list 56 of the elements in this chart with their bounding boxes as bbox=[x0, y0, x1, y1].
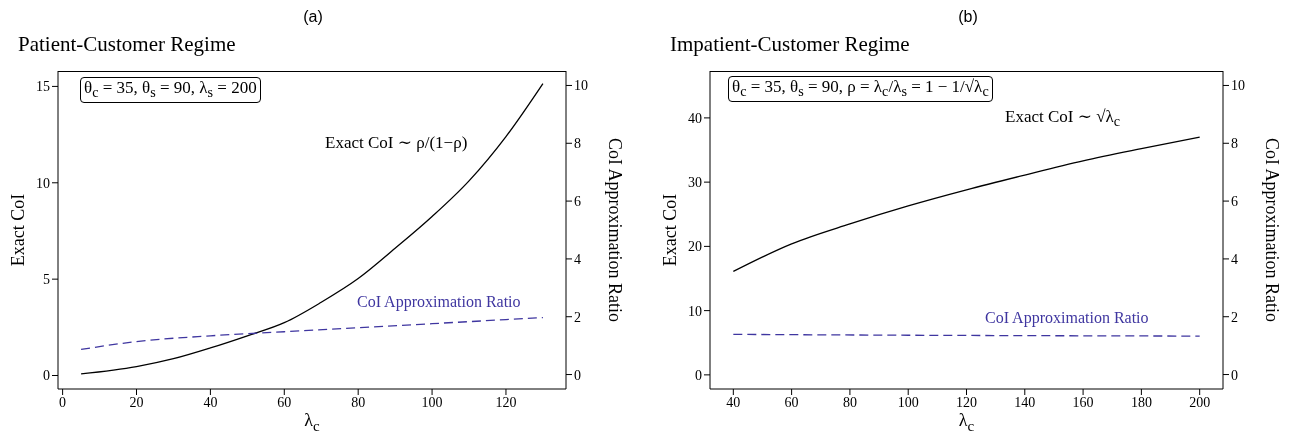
series-label: CoI Approximation Ratio bbox=[985, 309, 1149, 326]
line-series bbox=[80, 316, 544, 351]
y2-tick-label: 6 bbox=[1231, 194, 1238, 210]
annotation: Exact CoI ∼ √λ$_{c}$ bbox=[1005, 107, 1121, 130]
x-tick-label: 80 bbox=[842, 394, 857, 410]
x-tick-label: 20 bbox=[129, 394, 144, 410]
line-series bbox=[80, 82, 544, 375]
y2-tick-label: 0 bbox=[574, 367, 581, 383]
x-tick-label: 100 bbox=[421, 394, 443, 410]
x-tick-label: 180 bbox=[1130, 394, 1152, 410]
y2-tick-label: 6 bbox=[574, 194, 581, 210]
x-tick-label: 40 bbox=[726, 394, 741, 410]
x-tick-label: 80 bbox=[351, 394, 366, 410]
y-tick-label: 10 bbox=[688, 303, 702, 319]
y2-tick-label: 10 bbox=[1231, 78, 1245, 94]
x-tick-label: 120 bbox=[956, 394, 977, 410]
x-axis-title: λ$_{c}$ bbox=[304, 410, 320, 434]
y-axis-title: Exact CoI bbox=[7, 193, 28, 267]
y-tick-label: 40 bbox=[688, 110, 702, 126]
series-label: CoI Approximation Ratio bbox=[357, 293, 521, 310]
x-tick-label: 200 bbox=[1189, 394, 1211, 410]
text: (b) bbox=[958, 8, 978, 25]
x-tick-label: 60 bbox=[277, 394, 292, 410]
annotation: θ$_{c}$ = 35, θ$_{s}$ = 90, λ$_{s}$ = 200 bbox=[84, 78, 257, 101]
y-tick-label: 10 bbox=[36, 175, 50, 191]
y-tick-label: 0 bbox=[43, 368, 50, 384]
text: θ$_{c}$ = 35, θ$_{s}$ = 90, ρ = λ$_{c}$/λ$_{s}$ = 1 − 1/√λ$_{c}$ bbox=[732, 77, 989, 100]
x-tick-label: 100 bbox=[897, 394, 919, 410]
y2-tick-label: 8 bbox=[1231, 136, 1238, 152]
y-tick-label: 15 bbox=[36, 79, 50, 95]
y2-tick-label: 2 bbox=[1231, 309, 1238, 325]
x-tick-label: 60 bbox=[784, 394, 799, 410]
y-axis-title: Exact CoI bbox=[659, 193, 680, 267]
x-tick-label: 160 bbox=[1072, 394, 1094, 410]
y2-tick-label: 8 bbox=[574, 136, 581, 152]
y2-axis-title: CoI Approximation Ratio bbox=[604, 138, 625, 322]
x-tick-label: 40 bbox=[203, 394, 218, 410]
text: (a) bbox=[303, 8, 323, 25]
y2-tick-label: 4 bbox=[574, 251, 581, 267]
annotation: Exact CoI ∼ ρ/(1−ρ) bbox=[325, 133, 468, 152]
y2-tick-label: 4 bbox=[1231, 251, 1238, 267]
x-axis-title: λ$_{c}$ bbox=[958, 410, 975, 434]
x-tick-label: 120 bbox=[495, 394, 517, 410]
chart-title: Patient-Customer Regime bbox=[18, 32, 236, 56]
chart-title: Impatient-Customer Regime bbox=[670, 32, 910, 56]
y2-tick-label: 10 bbox=[574, 78, 588, 94]
y2-axis-title: CoI Approximation Ratio bbox=[1261, 138, 1282, 322]
y-tick-label: 5 bbox=[43, 272, 50, 288]
y2-tick-label: 2 bbox=[574, 309, 581, 325]
y2-tick-label: 0 bbox=[1231, 367, 1238, 383]
x-tick-label: 140 bbox=[1014, 394, 1036, 410]
x-tick-label: 0 bbox=[59, 394, 67, 410]
y-tick-label: 0 bbox=[695, 367, 702, 383]
line-series bbox=[732, 136, 1201, 273]
y-tick-label: 20 bbox=[688, 239, 702, 255]
y-tick-label: 30 bbox=[688, 175, 702, 191]
